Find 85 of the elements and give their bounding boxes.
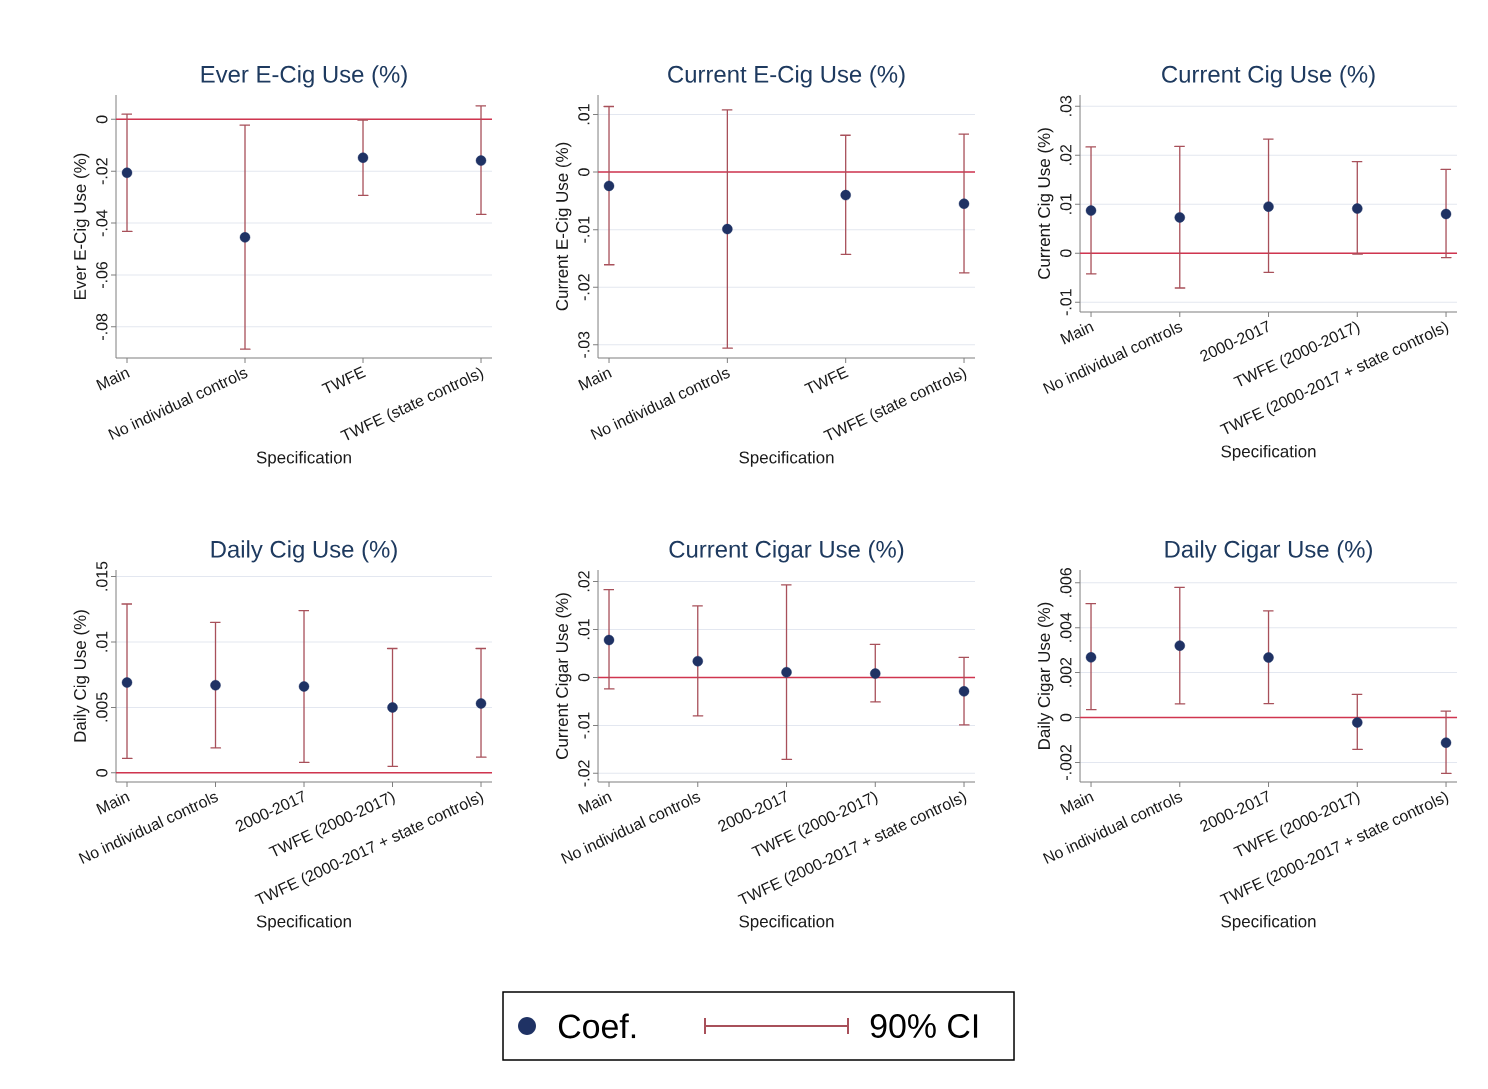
y-tick-label: -.08 <box>96 313 108 340</box>
y-tick-label: -.01 <box>578 712 590 739</box>
y-tick-label: -.04 <box>96 209 108 237</box>
y-tick-label: .01 <box>578 104 590 125</box>
point <box>475 155 487 166</box>
y-tick-label: 0 <box>578 673 590 682</box>
y-tick-label: 0 <box>96 115 108 124</box>
point <box>840 189 851 201</box>
point <box>210 679 221 691</box>
point <box>239 232 251 243</box>
point <box>722 223 733 235</box>
point <box>121 677 133 688</box>
point <box>121 167 133 178</box>
x-tick-label: TWFE <box>804 366 849 394</box>
x-axis-title: Specification <box>739 451 834 467</box>
chart-title: Current Cig Use (%) <box>1162 65 1375 88</box>
x-axis-title: Specification <box>1221 914 1316 931</box>
x-tick-label: Main <box>578 369 612 391</box>
y-axis-title: Daily Cig Use (%) <box>73 610 90 742</box>
point <box>357 152 369 163</box>
y-tick-label: .03 <box>1060 95 1072 116</box>
point <box>1085 652 1097 663</box>
point <box>1440 737 1452 748</box>
y-tick-label: .01 <box>578 619 590 640</box>
chart-title: Current E-Cig Use (%) <box>668 65 905 88</box>
point <box>1085 205 1097 216</box>
legend-label: Coef. <box>558 1013 636 1039</box>
y-tick-label: 0 <box>578 168 590 176</box>
x-tick-label: Main <box>96 793 130 815</box>
y-tick-label: .02 <box>578 571 590 592</box>
point <box>1174 640 1185 651</box>
point <box>1263 201 1274 212</box>
chart-title: Current Cigar Use (%) <box>669 540 904 563</box>
x-tick-label: Main <box>96 369 130 391</box>
point <box>603 180 615 192</box>
y-tick-label: .005 <box>96 692 108 722</box>
x-axis-title: Specification <box>739 914 834 931</box>
point <box>387 702 398 713</box>
y-tick-label: -.02 <box>578 274 590 301</box>
y-tick-label: .01 <box>1060 193 1072 214</box>
point <box>781 666 792 678</box>
x-tick-label: TWFE <box>321 366 366 394</box>
y-tick-label: -.01 <box>1060 289 1072 316</box>
x-axis-title: Specification <box>256 914 351 931</box>
y-tick-label: .006 <box>1060 567 1072 597</box>
y-tick-label: -.01 <box>578 216 590 243</box>
y-tick-label: .004 <box>1060 612 1072 642</box>
x-tick-label: Main <box>1060 323 1094 345</box>
chart-title: Daily Cig Use (%) <box>211 540 397 563</box>
y-tick-label: -.03 <box>578 331 590 358</box>
y-tick-label: -.002 <box>1060 745 1072 780</box>
x-axis-title: Specification <box>1221 444 1316 461</box>
point <box>475 698 487 709</box>
x-tick-label: Main <box>578 793 612 815</box>
y-axis-title: Current Cigar Use (%) <box>555 593 572 759</box>
y-tick-label: .002 <box>1060 657 1072 687</box>
point <box>1174 212 1185 223</box>
chart-title: Daily Cigar Use (%) <box>1165 540 1372 563</box>
y-tick-label: .015 <box>96 561 108 591</box>
point <box>692 655 703 667</box>
point <box>870 668 881 679</box>
y-axis-title: Current E-Cig Use (%) <box>555 142 572 311</box>
y-tick-label: -.02 <box>96 158 108 185</box>
x-axis-title: Specification <box>256 451 351 467</box>
point <box>1352 203 1363 214</box>
chart-title: Ever E-Cig Use (%) <box>201 65 407 88</box>
point <box>1263 652 1274 663</box>
text: 90% CI <box>870 1014 978 1038</box>
point <box>603 634 615 646</box>
y-axis-title: Daily Cigar Use (%) <box>1037 602 1054 749</box>
y-axis-title: Current Cig Use (%) <box>1037 128 1054 279</box>
y-tick-label: .02 <box>1060 144 1072 165</box>
y-tick-label: -.06 <box>96 261 108 289</box>
y-tick-label: -.02 <box>578 760 590 787</box>
point <box>298 681 310 692</box>
y-axis-title: Ever E-Cig Use (%) <box>73 153 90 299</box>
point <box>958 686 970 697</box>
point <box>958 198 970 209</box>
point <box>1440 208 1452 220</box>
x-tick-label: Main <box>1060 793 1094 815</box>
point <box>1352 717 1363 728</box>
y-tick-label: 0 <box>96 769 108 777</box>
y-tick-label: 0 <box>1060 713 1072 722</box>
y-tick-label: 0 <box>1060 249 1072 258</box>
y-tick-label: .01 <box>96 631 108 652</box>
